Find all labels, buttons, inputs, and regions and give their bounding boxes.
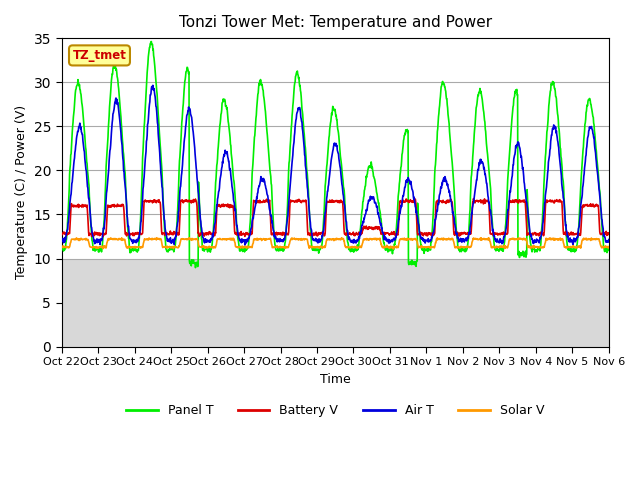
Air T [541, 201, 548, 206]
Solar V [492, 244, 500, 250]
Solar V [166, 244, 174, 250]
Y-axis label: Temperature (C) / Power (V): Temperature (C) / Power (V) [15, 105, 28, 279]
Panel T [241, 247, 249, 252]
Battery V [166, 228, 174, 234]
X-axis label: Time: Time [320, 372, 351, 386]
Panel T [166, 247, 174, 252]
Air T [180, 146, 188, 152]
Panel T [147, 39, 155, 45]
Line: Panel T: Panel T [61, 42, 609, 268]
Air T [149, 83, 157, 88]
Solar V [58, 244, 65, 250]
Panel T [191, 265, 199, 271]
Bar [61, 38, 609, 259]
Solar V [605, 245, 612, 251]
Air T [241, 237, 249, 243]
Panel T [180, 94, 188, 99]
Air T [605, 237, 612, 242]
Panel T [605, 247, 612, 253]
Panel T [58, 244, 65, 250]
Battery V [492, 231, 500, 237]
Line: Air T: Air T [61, 85, 609, 245]
Air T [58, 238, 65, 244]
Solar V [241, 245, 249, 251]
Air T [166, 235, 174, 240]
Panel T [492, 247, 500, 253]
Panel T [421, 246, 429, 252]
Solar V [541, 242, 548, 248]
Legend: Panel T, Battery V, Air T, Solar V: Panel T, Battery V, Air T, Solar V [122, 399, 549, 422]
Panel T [541, 168, 548, 174]
Solar V [186, 235, 193, 240]
Battery V [99, 234, 107, 240]
Air T [492, 237, 500, 243]
Battery V [470, 196, 477, 202]
Solar V [421, 244, 429, 250]
Battery V [180, 198, 188, 204]
Battery V [605, 230, 612, 236]
Line: Solar V: Solar V [61, 238, 609, 249]
Solar V [389, 246, 397, 252]
Battery V [58, 231, 65, 237]
Battery V [420, 230, 428, 236]
Text: TZ_tmet: TZ_tmet [72, 49, 127, 62]
Battery V [241, 233, 249, 239]
Line: Battery V: Battery V [61, 199, 609, 237]
Solar V [179, 236, 187, 242]
Air T [241, 242, 249, 248]
Title: Tonzi Tower Met: Temperature and Power: Tonzi Tower Met: Temperature and Power [179, 15, 492, 30]
Battery V [541, 222, 548, 228]
Air T [421, 237, 429, 242]
